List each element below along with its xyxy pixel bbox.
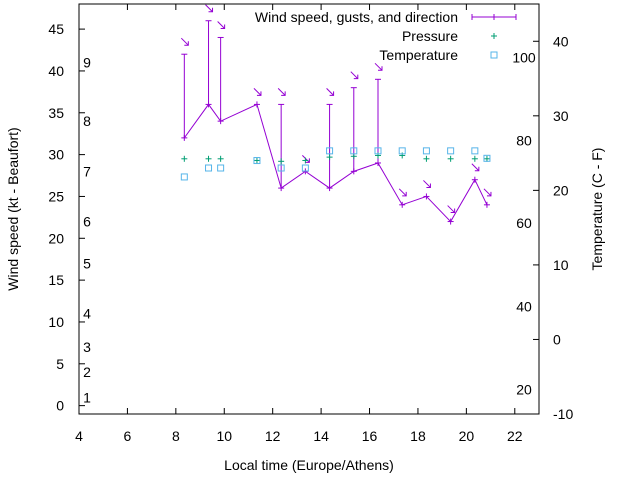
fahrenheit-label: 80	[516, 132, 532, 148]
wind-direction-arrow	[447, 205, 455, 213]
wind-direction-arrow	[180, 37, 189, 46]
temperature-point	[422, 147, 430, 155]
y-tick-label: 45	[48, 21, 64, 37]
y-tick-label: 5	[56, 356, 64, 372]
x-axis-label: Local time (Europe/Athens)	[224, 457, 394, 473]
wind-direction-arrow-head	[426, 183, 431, 188]
wind-direction-arrow	[423, 180, 431, 188]
y2-tick-label: 10	[553, 257, 569, 273]
wind-direction-arrow	[253, 88, 262, 96]
x-tick-label: 18	[410, 428, 426, 444]
y-axis-label: Wind speed (kt - Beaufort)	[5, 127, 21, 290]
legend-label-wind: Wind speed, gusts, and direction	[255, 9, 458, 25]
wind-direction-arrow	[471, 163, 480, 172]
plot-frame	[78, 3, 540, 415]
wind-direction-arrow	[217, 21, 225, 29]
y2-axis-label: Temperature (C - F)	[589, 148, 605, 271]
wind-direction-arrow-head	[378, 66, 383, 71]
y2-tick-label: -10	[553, 406, 573, 422]
beaufort-label: 9	[83, 55, 91, 71]
temperature-point	[217, 164, 225, 172]
beaufort-label: 4	[83, 306, 91, 322]
wind-speed-line	[183, 103, 488, 223]
temperature-point	[253, 157, 261, 165]
ticks-layer: 4 6 8 10 12 14 16 18 20 22051015202530354045-1001…	[48, 4, 573, 444]
temperature-point	[301, 164, 309, 172]
temperature-point	[483, 154, 491, 162]
wind-direction-arrow-head	[305, 158, 310, 163]
wind-direction-arrow-head	[450, 208, 456, 214]
x-tick-label: 14	[313, 428, 329, 444]
beaufort-label: 6	[83, 214, 91, 230]
wind-direction-arrow-head	[329, 91, 335, 96]
legend-label-pressure: Pressure	[402, 28, 458, 44]
y-tick-label: 0	[56, 398, 64, 414]
temperature-point	[398, 147, 406, 155]
y2-tick-label: 40	[553, 33, 569, 49]
x-tick-label: 6	[124, 428, 132, 444]
x-tick-label: 20	[459, 428, 475, 444]
wind-direction-arrow-head	[256, 91, 262, 96]
wind-direction-arrow	[398, 188, 407, 197]
beaufort-label: 2	[83, 364, 91, 380]
beaufort-label: 5	[83, 255, 91, 271]
fahrenheit-label: 20	[516, 381, 532, 397]
temperature-point	[350, 147, 358, 155]
fahrenheit-label: 40	[516, 299, 532, 315]
y2-tick-label: 20	[553, 182, 569, 198]
series-layer	[180, 4, 492, 225]
x-tick-label: 10	[216, 428, 232, 444]
wind-direction-arrow-head	[402, 191, 407, 197]
y2-tick-label: 30	[553, 108, 569, 124]
wind-direction-arrow	[205, 4, 213, 13]
legend-label-temperature: Temperature	[379, 47, 458, 63]
beaufort-label: 1	[83, 389, 91, 405]
wind-direction-arrow	[374, 62, 383, 71]
beaufort-label: 8	[83, 113, 91, 129]
fahrenheit-label: 100	[512, 50, 536, 66]
wind-direction-arrow	[350, 71, 359, 80]
temperature-point	[277, 164, 285, 172]
temperature-point	[180, 173, 188, 181]
temperature-point	[471, 147, 479, 155]
y2-tick-label: 0	[553, 331, 561, 347]
y-tick-label: 20	[48, 230, 64, 246]
beaufort-label: 7	[83, 163, 91, 179]
temperature-point	[205, 164, 213, 172]
wind-direction-arrow-head	[474, 166, 480, 172]
y-tick-label: 15	[48, 272, 64, 288]
x-tick-label: 12	[265, 428, 281, 444]
legend-swatch-temperature	[490, 51, 498, 59]
wind-direction-arrow-head	[208, 7, 214, 13]
wind-direction-arrow	[326, 88, 334, 96]
y-tick-label: 10	[48, 314, 64, 330]
y-tick-label: 40	[48, 63, 64, 79]
x-tick-label: 16	[362, 428, 378, 444]
temperature-point	[447, 147, 455, 155]
y-tick-label: 35	[48, 105, 64, 121]
fahrenheit-label: 60	[516, 215, 532, 231]
temperature-point	[326, 147, 334, 155]
wind-direction-arrow-head	[486, 191, 492, 197]
x-tick-label: 4	[75, 428, 83, 444]
wind-direction-arrow-head	[353, 74, 359, 80]
wind-direction-arrow-head	[184, 41, 189, 46]
wind-direction-arrow-head	[220, 24, 226, 29]
temperature-point	[374, 147, 382, 155]
x-tick-label: 22	[507, 428, 523, 444]
wind-direction-arrow	[277, 88, 286, 96]
y-tick-label: 30	[48, 147, 64, 163]
legend: Wind speed, gusts, and direction Pressur…	[255, 9, 517, 63]
y-tick-label: 25	[48, 188, 64, 204]
wind-direction-arrow-head	[281, 91, 286, 96]
x-tick-label: 8	[172, 428, 180, 444]
beaufort-label: 3	[83, 339, 91, 355]
wind-direction-arrow	[483, 188, 492, 197]
